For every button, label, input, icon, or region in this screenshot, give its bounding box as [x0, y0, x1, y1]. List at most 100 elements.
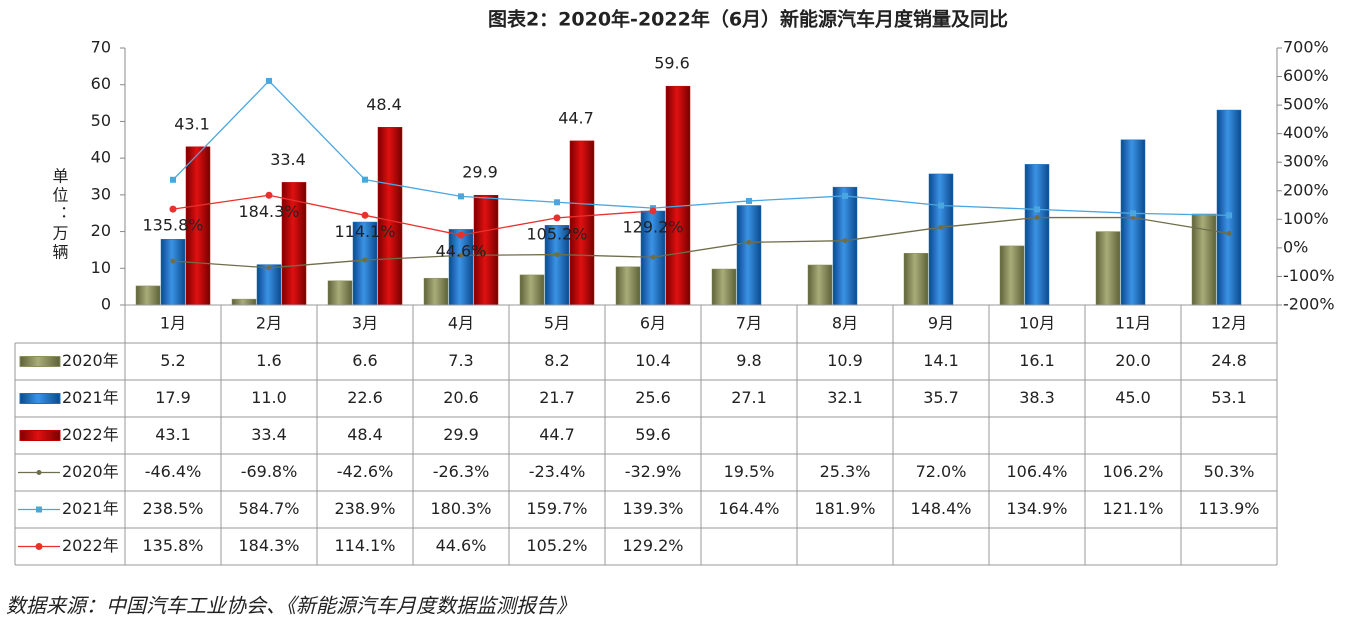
bar	[615, 266, 641, 306]
table-cell: 584.7%	[238, 499, 299, 518]
legend-label: 2022年	[62, 536, 119, 555]
bar	[448, 229, 474, 306]
bar	[256, 264, 282, 306]
table-cell: 53.1	[1211, 388, 1247, 407]
table-cell: 238.5%	[142, 499, 203, 518]
table-cell: -26.3%	[433, 462, 490, 481]
bar-value-label: 33.4	[270, 150, 306, 169]
y-tick-label: 60	[91, 74, 111, 93]
table-cell: 106.4%	[1006, 462, 1067, 481]
table-cell: 20.0	[1115, 351, 1151, 370]
bar	[1216, 109, 1242, 306]
line	[172, 79, 1230, 217]
table-cell: 11.0	[251, 388, 287, 407]
bar	[1120, 139, 1146, 306]
y2-tick-label: 500%	[1283, 95, 1329, 114]
x-tick-label: 10月	[1019, 314, 1055, 333]
bar	[807, 264, 833, 306]
x-tick-label: 12月	[1211, 314, 1247, 333]
line-marker	[1226, 212, 1232, 219]
table-cell: 27.1	[731, 388, 767, 407]
line-marker	[170, 258, 176, 264]
legend-marker	[36, 470, 42, 475]
bar	[928, 173, 954, 306]
table-cell: -69.8%	[241, 462, 298, 481]
bar-value-label: 48.4	[366, 95, 402, 114]
table-cell: 9.8	[736, 351, 761, 370]
table-cell: -46.4%	[145, 462, 202, 481]
line-marker	[649, 207, 657, 215]
line-marker	[266, 265, 272, 271]
bar	[352, 221, 378, 306]
bar	[473, 194, 499, 306]
table-cell: 14.1	[923, 351, 959, 370]
legend-marker	[36, 506, 42, 513]
x-tick-label: 4月	[448, 314, 474, 333]
table-cell: 16.1	[1019, 351, 1055, 370]
line	[172, 216, 1230, 269]
y-tick-label: 40	[91, 148, 111, 167]
table-cell: 180.3%	[430, 499, 491, 518]
table-cell: 164.4%	[718, 499, 779, 518]
table-cell: 113.9%	[1198, 499, 1259, 518]
bar-value-label: 29.9	[462, 163, 498, 182]
line-marker	[554, 199, 560, 206]
table-cell: 72.0%	[916, 462, 967, 481]
line-marker	[1034, 215, 1040, 221]
line-marker	[169, 205, 177, 213]
table-cell: 5.2	[160, 351, 185, 370]
table-cell: 139.3%	[622, 499, 683, 518]
legend-label: 2020年	[62, 351, 119, 370]
bar	[1095, 231, 1121, 306]
bar-value-label: 43.1	[174, 114, 210, 133]
y2-tick-label: 0%	[1283, 237, 1308, 256]
table-cell: 1.6	[256, 351, 281, 370]
bar	[903, 252, 929, 306]
y-tick-label: 70	[91, 38, 111, 57]
y2-tick-label: 300%	[1283, 152, 1329, 171]
line-value-label: 135.8%	[142, 216, 203, 235]
legend-marker	[35, 543, 43, 550]
legend-label: 2020年	[62, 462, 119, 481]
line-value-label: 44.6%	[436, 242, 487, 261]
table-cell: 10.4	[635, 351, 671, 370]
bar	[999, 245, 1025, 306]
bar	[665, 85, 691, 306]
table-cell: 238.9%	[334, 499, 395, 518]
legend-swatch	[19, 393, 61, 404]
bar-value-label: 44.7	[558, 108, 594, 127]
bar	[544, 225, 570, 306]
table-cell: 59.6	[635, 425, 671, 444]
table-cell: 135.8%	[142, 536, 203, 555]
table-cell: 6.6	[352, 351, 377, 370]
table-cell: 105.2%	[526, 536, 587, 555]
x-tick-label: 3月	[352, 314, 378, 333]
bar	[160, 239, 186, 306]
x-tick-label: 1月	[160, 314, 186, 333]
legend-label: 2021年	[62, 388, 119, 407]
table-cell: -23.4%	[529, 462, 586, 481]
table-cell: 181.9%	[814, 499, 875, 518]
table-cell: 35.7	[923, 388, 959, 407]
bar	[423, 277, 449, 306]
y2-tick-label: 600%	[1283, 66, 1329, 85]
table-cell: 25.6	[635, 388, 671, 407]
table-cell: -32.9%	[625, 462, 682, 481]
table-cell: 114.1%	[334, 536, 395, 555]
line-marker	[458, 252, 464, 258]
table-cell: 43.1	[155, 425, 191, 444]
line-marker	[265, 191, 273, 199]
legend-label: 2022年	[62, 425, 119, 444]
table-cell: 22.6	[347, 388, 383, 407]
y2-tick-label: 100%	[1283, 209, 1329, 228]
chart-title: 图表2：2020年-2022年（6月）新能源汽车月度销量及同比	[488, 8, 1008, 31]
y-tick-label: 20	[91, 221, 111, 240]
legend-swatch	[19, 430, 61, 441]
table-cell: 44.7	[539, 425, 575, 444]
table-cell: 38.3	[1019, 388, 1055, 407]
line-marker	[746, 239, 752, 245]
legend-swatch	[19, 356, 61, 367]
line-marker	[457, 231, 465, 239]
line-value-label: 129.2%	[622, 217, 683, 236]
line-marker	[554, 252, 560, 258]
